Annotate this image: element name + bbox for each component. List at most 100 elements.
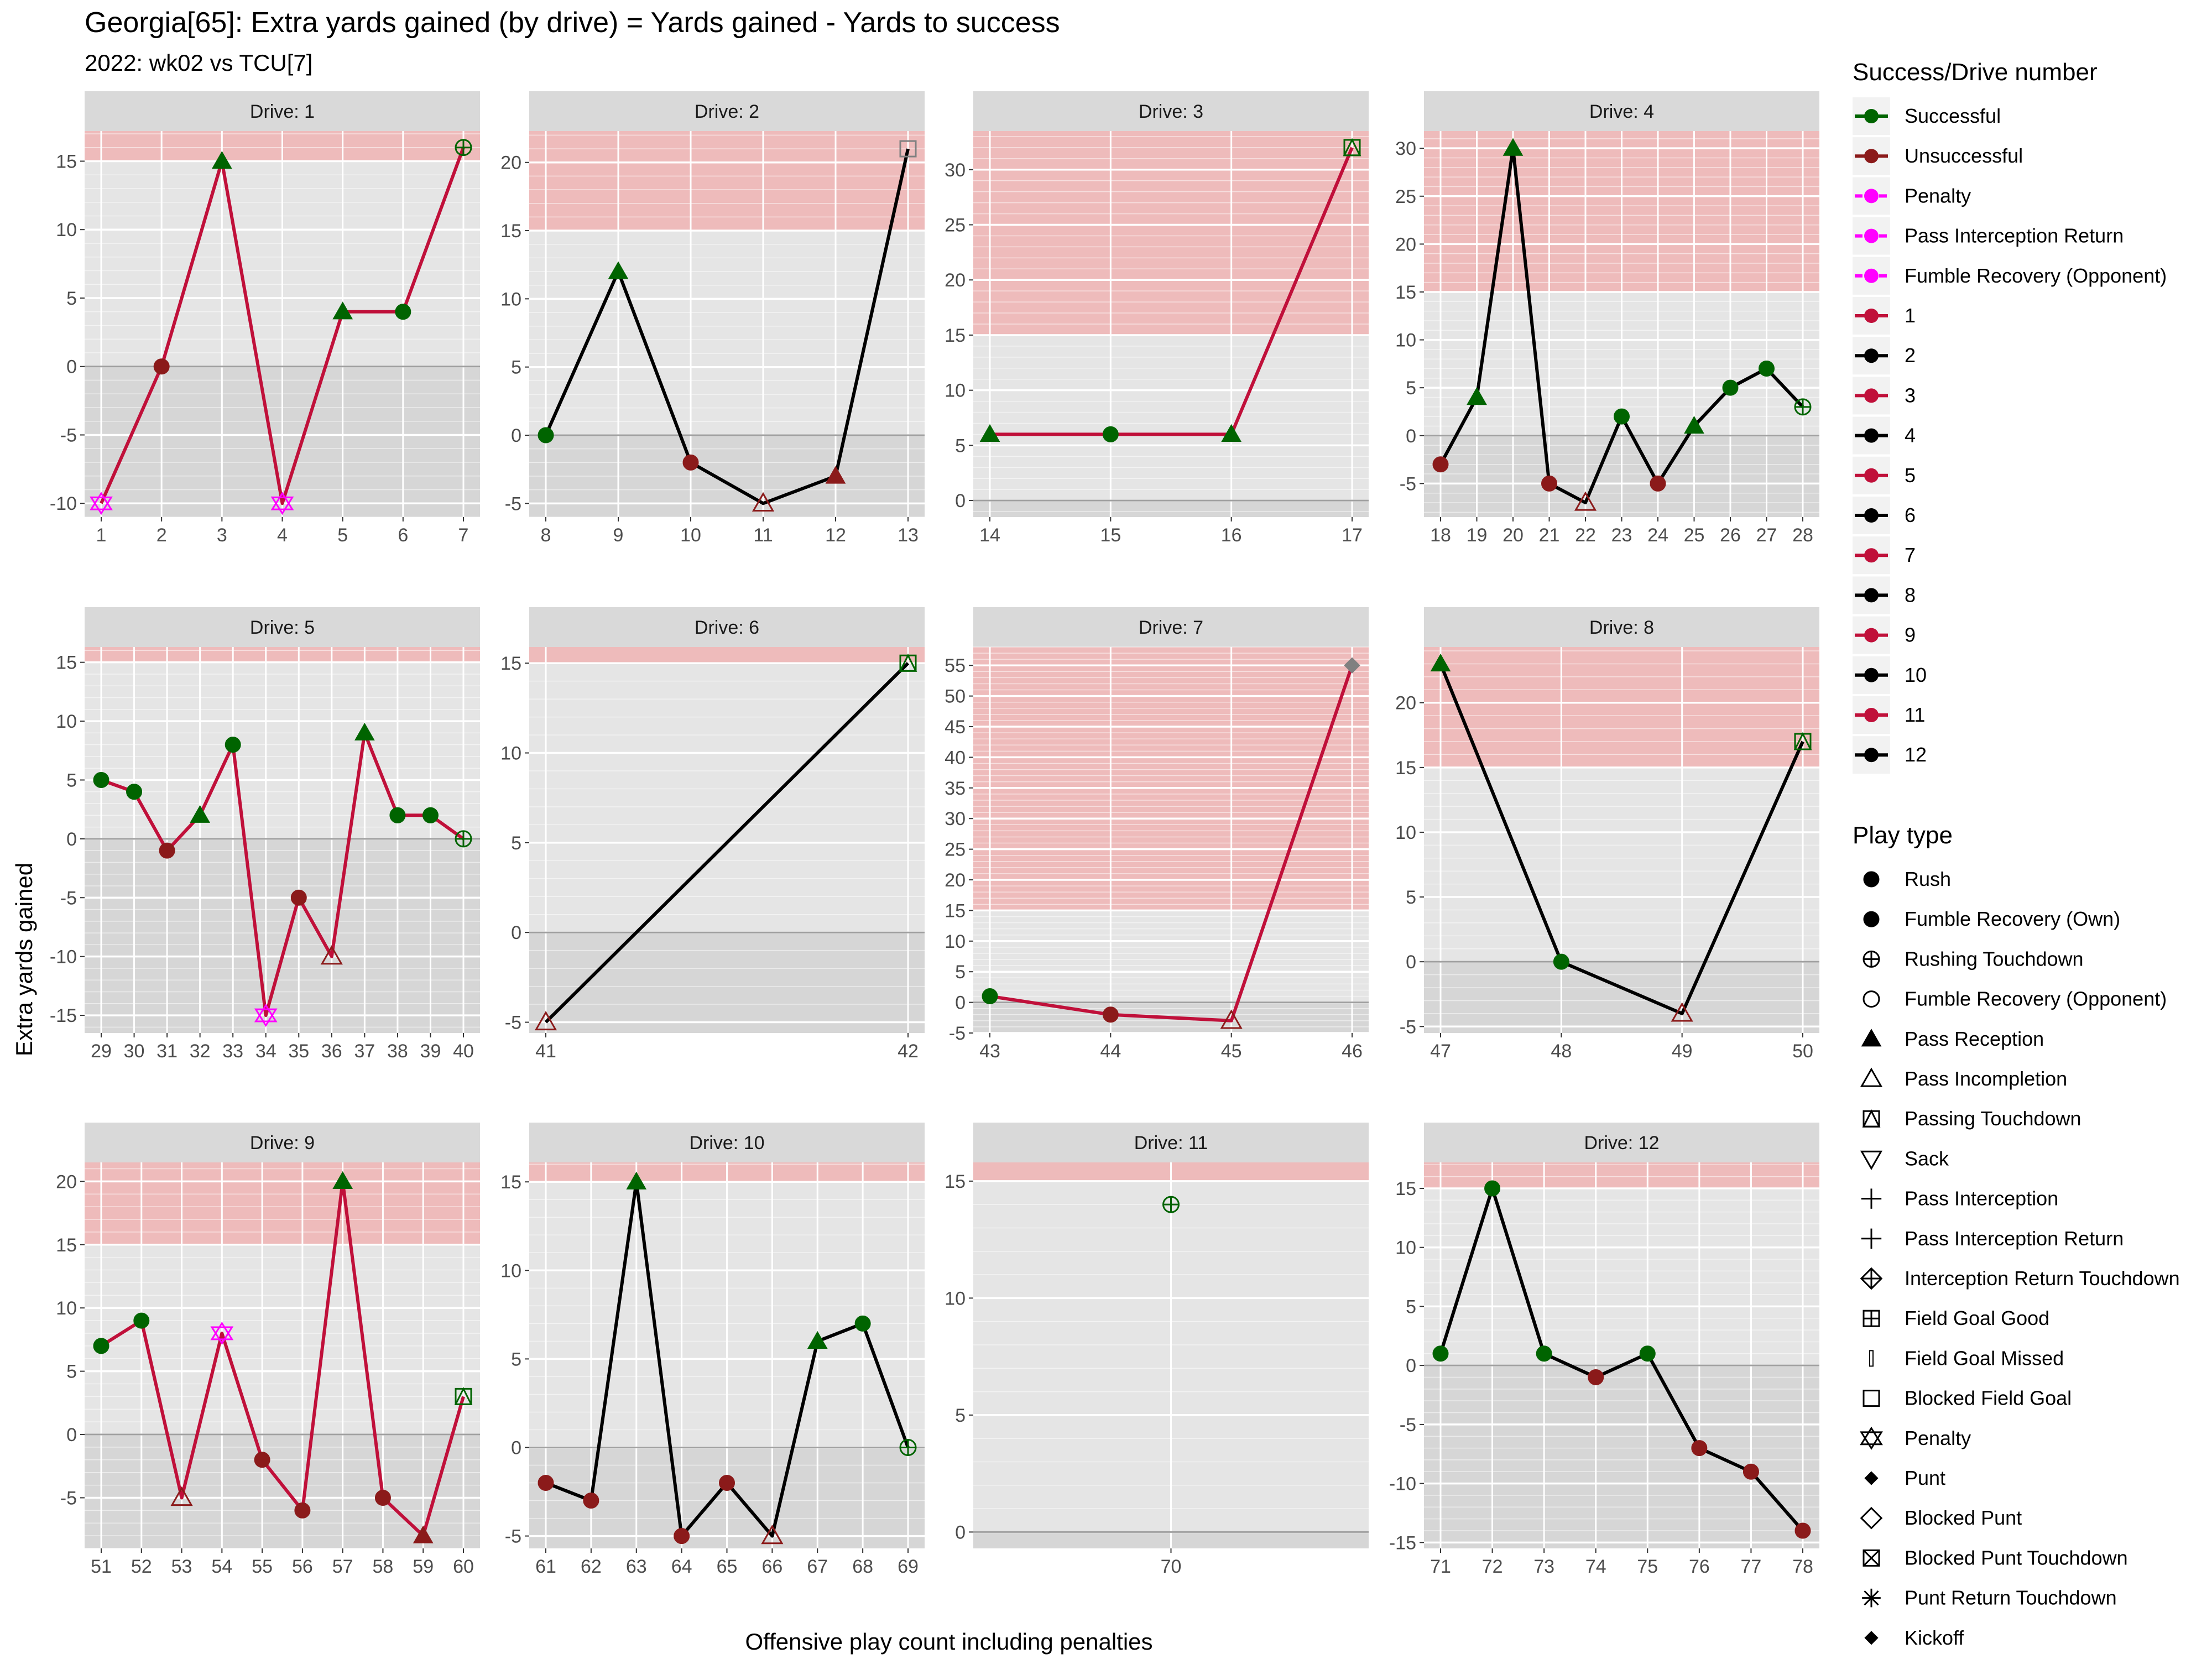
data-point [1536, 1345, 1552, 1362]
data-point [674, 1528, 690, 1545]
data-point [170, 1486, 193, 1506]
legend-play-item: Penalty [1860, 1426, 1971, 1450]
facet-panel-drive-9: Drive: 9 -5 0 5 10 15 20 51 52 53 54 55 56 57 58 59 60 [56, 1123, 480, 1577]
drive-series-line [544, 662, 910, 1024]
legend: Success/Drive number Successful Unsuccessf… [1853, 59, 2180, 1649]
data-point [225, 737, 241, 753]
x-tick-label: 69 [898, 1556, 919, 1577]
legend-success-item: 9 [1853, 616, 1916, 654]
legend-label: Punt [1905, 1467, 1945, 1489]
data-point [1793, 732, 1812, 750]
facet-strip [529, 91, 925, 131]
data-point [626, 1171, 647, 1190]
x-tick-label: 41 [535, 1041, 556, 1062]
legend-success-item: Successful [1853, 97, 2001, 135]
legend-play-item: Punt Return Touchdown [1862, 1587, 2117, 1609]
legend-label: Penalty [1905, 1427, 1971, 1449]
facet-strip [85, 1123, 480, 1162]
x-tick-label: 35 [288, 1041, 309, 1062]
y-tick-label: 20 [945, 270, 966, 291]
facet-strip-label: Drive: 2 [695, 101, 759, 122]
x-tick-label: 75 [1637, 1556, 1658, 1577]
legend-label: Penalty [1905, 184, 1971, 207]
data-point [126, 784, 143, 800]
y-tick-label: 25 [945, 215, 966, 236]
y-tick-label: 20 [500, 153, 521, 174]
data-point [1588, 1369, 1604, 1385]
data-point [190, 805, 210, 823]
y-tick-label: 10 [945, 931, 966, 952]
facet-panel-drive-7: Drive: 7 -5 0 5 10 15 20 25 30 35 40 45 50 55 43 44 45 46 [945, 607, 1369, 1062]
data-point [1671, 1002, 1693, 1022]
facet-strip [973, 91, 1369, 131]
facet-strip-label: Drive: 10 [689, 1133, 764, 1154]
x-tick-label: 15 [1100, 525, 1121, 546]
legend-key-point [1864, 468, 1879, 483]
data-point [159, 842, 175, 859]
x-tick-label: 74 [1585, 1556, 1606, 1577]
x-tick-label: 52 [131, 1556, 152, 1577]
legend-label: 6 [1905, 504, 1916, 526]
legend-success-title: Success/Drive number [1853, 59, 2098, 86]
x-tick-label: 2 [156, 525, 167, 546]
y-tick-label: 5 [1406, 1296, 1416, 1317]
facet-strip-label: Drive: 11 [1134, 1133, 1208, 1154]
y-tick-label: -5 [1400, 1415, 1416, 1436]
legend-label: Fumble Recovery (Opponent) [1905, 988, 2167, 1010]
x-tick-label: 47 [1430, 1041, 1451, 1062]
data-point [455, 139, 472, 156]
legend-label: 10 [1905, 664, 1927, 686]
legend-label: Rushing Touchdown [1905, 947, 2084, 970]
y-tick-label: 0 [66, 829, 77, 850]
x-tick-label: 9 [613, 525, 624, 546]
y-tick-label: 0 [66, 1425, 77, 1446]
data-point [153, 358, 170, 375]
x-tick-label: 30 [124, 1041, 145, 1062]
data-point [807, 1331, 828, 1349]
drive-series-line [1439, 1187, 1804, 1532]
legend-key-shape [1863, 911, 1880, 927]
legend-label: Unsuccessful [1905, 144, 2023, 167]
legend-key-point [1864, 588, 1879, 603]
legend-label: Field Goal Missed [1905, 1347, 2064, 1369]
data-point [825, 466, 846, 484]
legend-key-point [1864, 109, 1879, 123]
data-point [1432, 1345, 1449, 1362]
legend-key-shape [1861, 1188, 1882, 1209]
y-tick-label: -5 [505, 1526, 521, 1547]
data-point [254, 1004, 278, 1027]
legend-play-item: Sack [1860, 1147, 1949, 1170]
legend-key-point [1864, 708, 1879, 722]
success-threshold-band [1424, 1162, 1819, 1188]
legend-success-item: 2 [1853, 337, 1916, 375]
y-tick-label: -5 [505, 1013, 521, 1034]
x-tick-label: 33 [222, 1041, 243, 1062]
data-point [1743, 1463, 1759, 1480]
y-tick-label: 5 [66, 1361, 77, 1383]
y-tick-label: 10 [56, 1298, 77, 1319]
legend-key-shape [1863, 1310, 1880, 1327]
legend-label: 4 [1905, 424, 1916, 447]
legend-play-item: Pass Reception [1861, 1027, 2044, 1050]
x-tick-label: 3 [217, 525, 227, 546]
legend-play-item: Pass Interception Return [1861, 1227, 2124, 1250]
data-point [854, 1315, 871, 1332]
y-tick-label: 5 [955, 1405, 966, 1426]
below-zero-area [529, 932, 925, 1033]
legend-label: Pass Reception [1905, 1027, 2044, 1050]
x-tick-label: 46 [1342, 1041, 1363, 1062]
legend-label: Successful [1905, 105, 2001, 127]
y-tick-label: -10 [50, 947, 77, 968]
x-tick-label: 70 [1161, 1556, 1182, 1577]
y-tick-label: 0 [66, 357, 77, 378]
legend-key-point [1864, 548, 1879, 563]
legend-key-point [1864, 348, 1879, 363]
x-tick-label: 50 [1792, 1041, 1813, 1062]
legend-play-item: Blocked Punt [1860, 1506, 2022, 1530]
legend-play-item: Passing Touchdown [1862, 1107, 2081, 1130]
legend-label: 8 [1905, 583, 1916, 606]
y-tick-label: 30 [945, 808, 966, 830]
data-point [93, 1338, 109, 1354]
legend-label: Pass Interception Return [1905, 1227, 2124, 1250]
below-zero-area [973, 500, 1369, 517]
